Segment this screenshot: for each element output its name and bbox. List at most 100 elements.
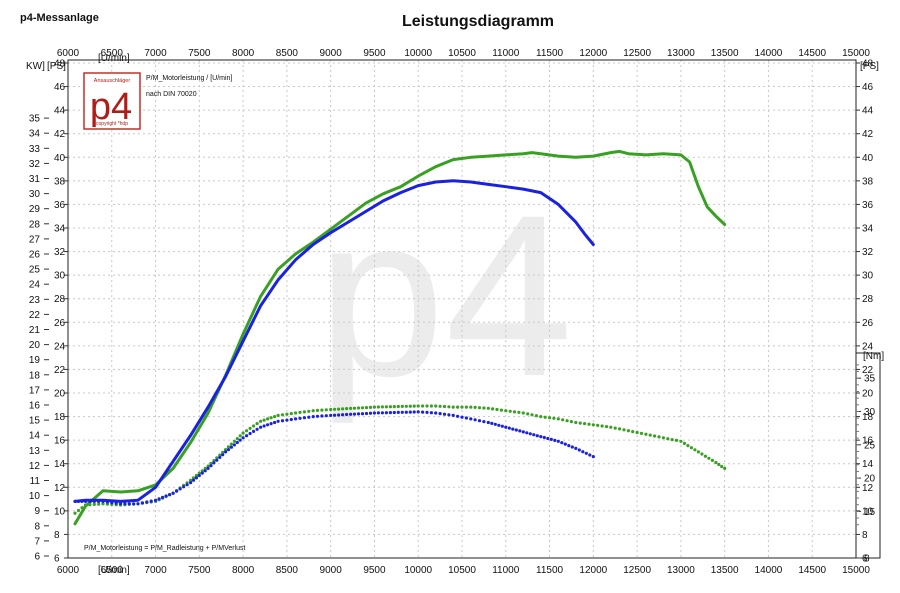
series-point — [276, 419, 280, 423]
series-point — [477, 406, 482, 410]
ps-tick-label-right: 10 — [862, 506, 874, 517]
series-point — [337, 413, 341, 417]
ps-tick-label-left: 28 — [54, 294, 66, 305]
ps-tick-label-left: 40 — [54, 153, 66, 164]
series-point — [200, 471, 204, 475]
series-point — [114, 501, 118, 505]
kw-unit: KW] — [26, 61, 45, 72]
nm-tick-label: 15 — [864, 507, 876, 518]
kw-tick-label: 13 — [29, 446, 41, 457]
series-point — [97, 499, 101, 503]
series-point — [360, 412, 365, 416]
series-point — [337, 407, 341, 411]
watermark-text: p4 — [317, 167, 573, 424]
series-point — [97, 502, 101, 506]
series-point — [221, 450, 225, 454]
series-point — [320, 408, 324, 412]
series-point — [720, 464, 724, 469]
series-point — [587, 422, 591, 426]
x-tick-label-top: 14000 — [755, 48, 783, 59]
series-point — [209, 464, 213, 468]
series-point — [549, 437, 553, 441]
series-point — [578, 421, 582, 425]
series-point — [376, 411, 380, 415]
series-point — [273, 420, 277, 425]
series-point — [380, 411, 384, 415]
series-point — [434, 404, 438, 408]
x-tick-label-top: 14500 — [798, 48, 826, 59]
x-tick-label-bottom: 14000 — [755, 565, 783, 576]
series-point — [175, 489, 179, 493]
series-point — [229, 445, 233, 449]
series-point — [618, 427, 622, 431]
series-point — [518, 429, 522, 433]
series-point — [171, 491, 175, 495]
ps-unit-left: [PS] — [47, 61, 66, 72]
series-point — [298, 416, 302, 420]
series-point — [508, 409, 512, 413]
series-point — [80, 506, 84, 510]
ps-tick-label-right: 32 — [862, 247, 874, 258]
series-point — [329, 407, 333, 412]
series-point — [473, 405, 477, 409]
series-point — [285, 418, 289, 422]
series-point — [298, 410, 302, 414]
series-point — [388, 405, 392, 409]
series-point — [482, 406, 486, 410]
series-point — [311, 409, 315, 413]
x-tick-label-top: 15000 — [842, 48, 870, 59]
series-point — [561, 418, 565, 422]
series-point — [209, 461, 213, 465]
series-point — [412, 410, 416, 414]
kw-tick-label: 21 — [29, 325, 41, 336]
series-point — [609, 425, 613, 429]
x-unit-top: [U/min] — [98, 53, 130, 64]
series-point — [482, 420, 486, 424]
series-point — [132, 502, 136, 506]
kw-tick-label: 16 — [29, 401, 41, 412]
x-tick-label-top: 10000 — [404, 48, 432, 59]
ps-tick-label-left: 34 — [54, 223, 66, 234]
series-point — [400, 410, 404, 414]
ps-tick-label-right: 12 — [862, 483, 874, 494]
series-point — [591, 455, 595, 459]
kw-tick-label: 15 — [29, 416, 41, 427]
ps-tick-label-left: 44 — [54, 106, 66, 117]
series-point — [425, 404, 429, 408]
series-point — [280, 413, 285, 417]
ps-tick-label-right: 6 — [862, 554, 868, 565]
nm-tick-label: 30 — [864, 407, 876, 418]
series-point — [232, 439, 236, 443]
ps-tick-label-right: 38 — [862, 176, 874, 187]
series-point — [635, 430, 639, 435]
series-point — [556, 417, 560, 421]
x-tick-label-bottom: 12000 — [579, 565, 607, 576]
series-point — [92, 502, 96, 506]
ps-tick-label-left: 16 — [54, 436, 66, 447]
series-point — [639, 431, 644, 435]
series-point — [604, 425, 609, 429]
ps-tick-label-left: 8 — [54, 530, 60, 541]
series-point — [294, 411, 298, 415]
ps-tick-label-left: 36 — [54, 200, 66, 211]
ps-tick-label-right: 44 — [862, 106, 874, 117]
series-point — [442, 404, 447, 409]
series-point — [349, 412, 353, 416]
series-point — [80, 499, 84, 503]
x-tick-label-bottom: 11000 — [492, 565, 520, 576]
series-point — [714, 460, 718, 465]
ps-tick-label-right: 26 — [862, 318, 874, 329]
series-point — [648, 433, 652, 437]
series-point — [182, 485, 186, 489]
series-point — [563, 442, 567, 446]
x-tick-label-bottom: 7500 — [188, 565, 211, 576]
x-tick-label-bottom: 8000 — [232, 565, 255, 576]
series-point — [269, 422, 273, 426]
series-point — [311, 415, 315, 419]
series-point — [88, 503, 92, 507]
logo: Ansauschläger p4 copyright *hdp — [83, 72, 141, 130]
logo-bottom-text: copyright *hdp — [96, 121, 128, 127]
x-tick-label-top: 6000 — [57, 48, 80, 59]
x-tick-label-bottom: 15000 — [842, 565, 870, 576]
series-point — [168, 493, 172, 497]
